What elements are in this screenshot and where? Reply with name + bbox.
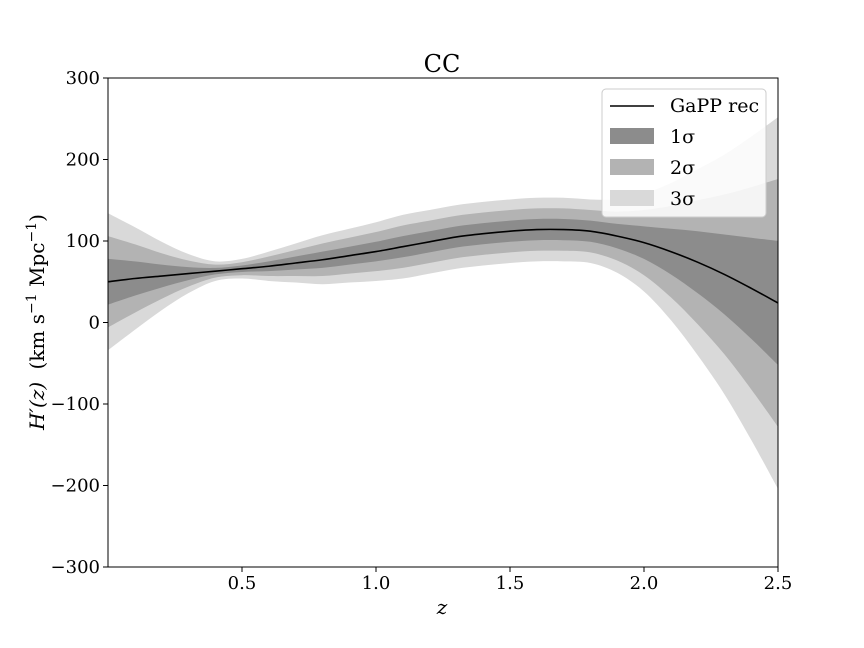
y-axis-label-units-close: ) xyxy=(25,214,49,222)
y-axis-label-units-mid: Mpc xyxy=(25,242,49,293)
y-axis-label-units-open: (km s xyxy=(25,314,49,370)
y-axis-label-exp1: −1 xyxy=(24,293,40,314)
legend-swatch-2sigma xyxy=(610,159,654,175)
x-tick-label: 1.0 xyxy=(362,573,391,594)
legend-swatch-1sigma xyxy=(610,128,654,144)
y-tick-label: −200 xyxy=(51,476,100,497)
band-1sigma xyxy=(108,218,778,365)
legend-label-rec: GaPP rec xyxy=(670,95,759,117)
x-tick-label: 2.5 xyxy=(764,573,793,594)
legend-label-2sigma: 2σ xyxy=(670,157,695,179)
legend-swatch-3sigma xyxy=(610,190,654,206)
legend-label-3sigma: 3σ xyxy=(670,188,695,210)
legend-box xyxy=(601,88,767,218)
y-axis-label: H′(z) (km s−1 Mpc−1) xyxy=(24,214,49,431)
y-tick-label: 200 xyxy=(66,150,100,171)
y-tick-label: 100 xyxy=(66,231,100,252)
reconstruction-line xyxy=(107,228,779,304)
chart-title: CC xyxy=(424,50,461,78)
x-axis-label: z xyxy=(436,595,448,619)
reconstruction-line-group xyxy=(107,228,779,304)
x-tick-label: 2.0 xyxy=(630,573,659,594)
y-axis-label-var: H′(z) xyxy=(25,382,49,431)
y-tick-label: 300 xyxy=(66,68,100,89)
y-axis-label-exp2: −1 xyxy=(24,222,40,243)
y-tick-label: −100 xyxy=(51,394,100,415)
x-tick-label: 1.5 xyxy=(496,573,525,594)
y-tick-label: −300 xyxy=(51,557,100,578)
x-axis-ticks: 0.5 1.0 1.5 2.0 2.5 xyxy=(228,567,793,594)
legend: GaPP rec 1σ 2σ 3σ xyxy=(601,88,767,218)
legend-label-1sigma: 1σ xyxy=(670,126,695,148)
y-axis-ticks: −300 −200 −100 0 100 200 300 xyxy=(51,68,108,578)
y-tick-label: 0 xyxy=(89,313,100,334)
x-tick-label: 0.5 xyxy=(228,573,257,594)
